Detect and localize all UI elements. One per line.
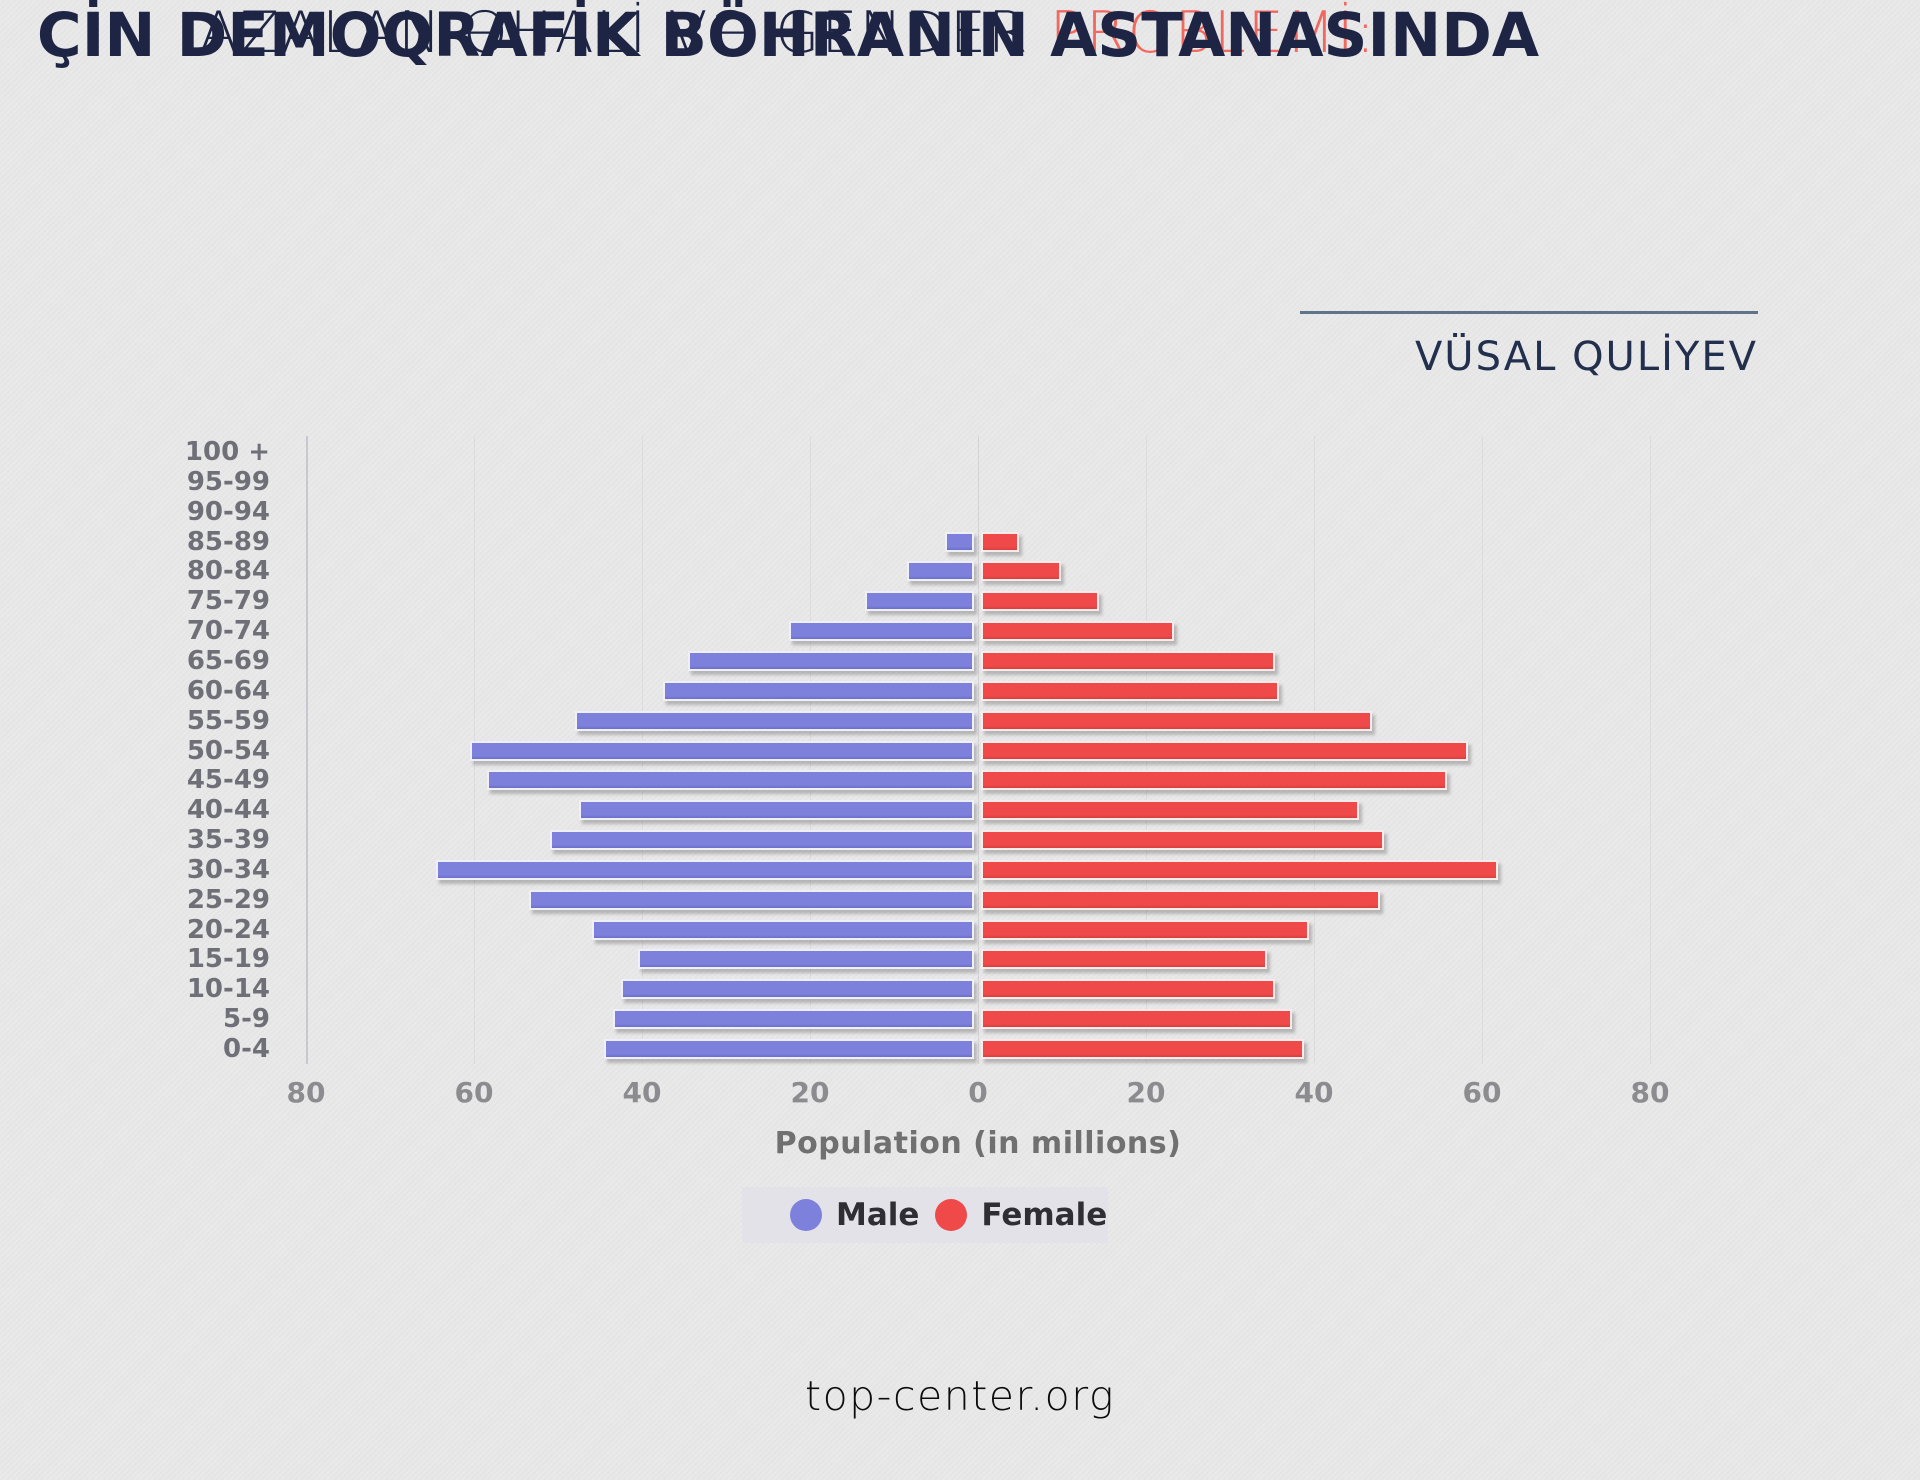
age-label-75-79: 75-79 [186,586,270,617]
age-label-80-84: 80-84 [186,556,270,587]
bar-male-75-79 [864,591,974,612]
bar-male-25-29 [528,889,974,910]
gridline-4 [978,436,979,1064]
x-tick-1: 60 [454,1076,494,1109]
bar-male-30-34 [436,859,974,880]
female-color-dot-icon [935,1199,968,1231]
bar-male-35-39 [549,830,974,851]
x-tick-7: 60 [1462,1076,1502,1109]
male-color-dot-icon [790,1199,822,1231]
bar-female-70-74 [981,621,1175,642]
bar-female-0-4 [981,1039,1305,1059]
age-label-15-19: 15-19 [186,944,270,975]
bar-male-65-69 [688,650,974,671]
age-label-70-74: 70-74 [186,616,270,647]
bar-male-45-49 [486,770,974,791]
bar-male-70-74 [789,621,974,642]
age-label-35-39: 35-39 [186,825,270,856]
bar-female-20-24 [981,919,1309,940]
bar-female-80-84 [981,561,1061,582]
bar-female-30-34 [981,859,1498,880]
bar-male-15-19 [638,949,974,970]
gridline-8 [1650,436,1651,1064]
bar-male-85-89 [944,531,974,552]
gridline-0 [306,436,308,1064]
main-title-line2: ÇİN DEMOQRAFİK BÖHRANIN ASTANASINDA [36,0,1540,71]
x-tick-4: 0 [968,1076,988,1109]
bar-female-75-79 [981,591,1099,612]
age-label-0-4: 0-4 [223,1034,270,1064]
age-label-50-54: 50-54 [186,735,270,766]
main-title-line1: AZALAN ƏHALİ VƏ GENDER PROBLEMİ: [0,0,1576,66]
bar-male-60-64 [663,680,974,701]
bar-male-40-44 [579,800,974,821]
bar-female-50-54 [981,740,1469,761]
author-divider-line [1300,311,1758,314]
author-name: VÜSAL QULİYEV [1414,334,1758,380]
legend-label-male: Male [836,1197,920,1233]
bar-female-15-19 [981,949,1267,970]
bar-male-5-9 [612,1009,974,1030]
age-label-30-34: 30-34 [186,854,270,885]
gridline-1 [474,436,475,1064]
age-label-20-24: 20-24 [186,914,270,945]
x-tick-6: 40 [1294,1076,1334,1109]
bar-female-60-64 [981,680,1280,701]
bar-male-10-14 [621,979,974,1000]
age-label-40-44: 40-44 [186,795,270,826]
age-label-95-99: 95-99 [186,466,270,497]
x-tick-0: 80 [286,1076,326,1109]
x-tick-8: 80 [1630,1076,1670,1109]
bar-female-40-44 [981,800,1359,821]
bar-female-85-89 [981,531,1019,552]
age-label-55-59: 55-59 [186,705,270,736]
bar-female-5-9 [981,1009,1292,1030]
gridline-5 [1146,436,1147,1064]
main-title-line1-normal: AZALAN ƏHALİ VƏ GENDER [199,0,1050,66]
bar-female-10-14 [981,979,1275,1000]
bar-female-25-29 [981,889,1380,910]
x-tick-5: 20 [1126,1076,1166,1109]
bar-male-80-84 [906,561,974,582]
gridline-6 [1314,436,1315,1064]
chart-legend: Male Female [742,1187,1108,1243]
legend-label-female: Female [981,1197,1108,1233]
age-label-60-64: 60-64 [186,675,270,706]
bar-male-55-59 [575,710,974,731]
bar-female-35-39 [981,830,1385,851]
age-label-100+: 100 + [184,437,270,467]
bar-male-50-54 [470,740,974,761]
age-label-65-69: 65-69 [186,645,270,676]
age-label-85-89: 85-89 [186,526,270,557]
age-label-5-9: 5-9 [223,1004,270,1035]
age-label-90-94: 90-94 [186,496,270,527]
bar-female-55-59 [981,710,1372,731]
age-label-10-14: 10-14 [186,974,270,1005]
age-label-25-29: 25-29 [186,884,270,915]
x-tick-2: 40 [622,1076,662,1109]
gridline-3 [810,436,811,1064]
gridline-7 [1482,436,1483,1064]
gridline-2 [642,436,643,1064]
bar-female-65-69 [981,650,1275,671]
bar-female-45-49 [981,770,1448,791]
website-footer: top-center.org [805,1372,1115,1420]
bar-male-20-24 [591,919,974,940]
age-label-45-49: 45-49 [186,765,270,796]
legend-item-male: Male [790,1197,919,1233]
legend-item-female: Female [935,1197,1107,1233]
x-axis-title: Population (in millions) [774,1126,1182,1161]
main-title-line1-accent: PROBLEMİ: [1049,0,1377,66]
bar-male-0-4 [604,1039,974,1059]
x-tick-3: 20 [790,1076,830,1109]
